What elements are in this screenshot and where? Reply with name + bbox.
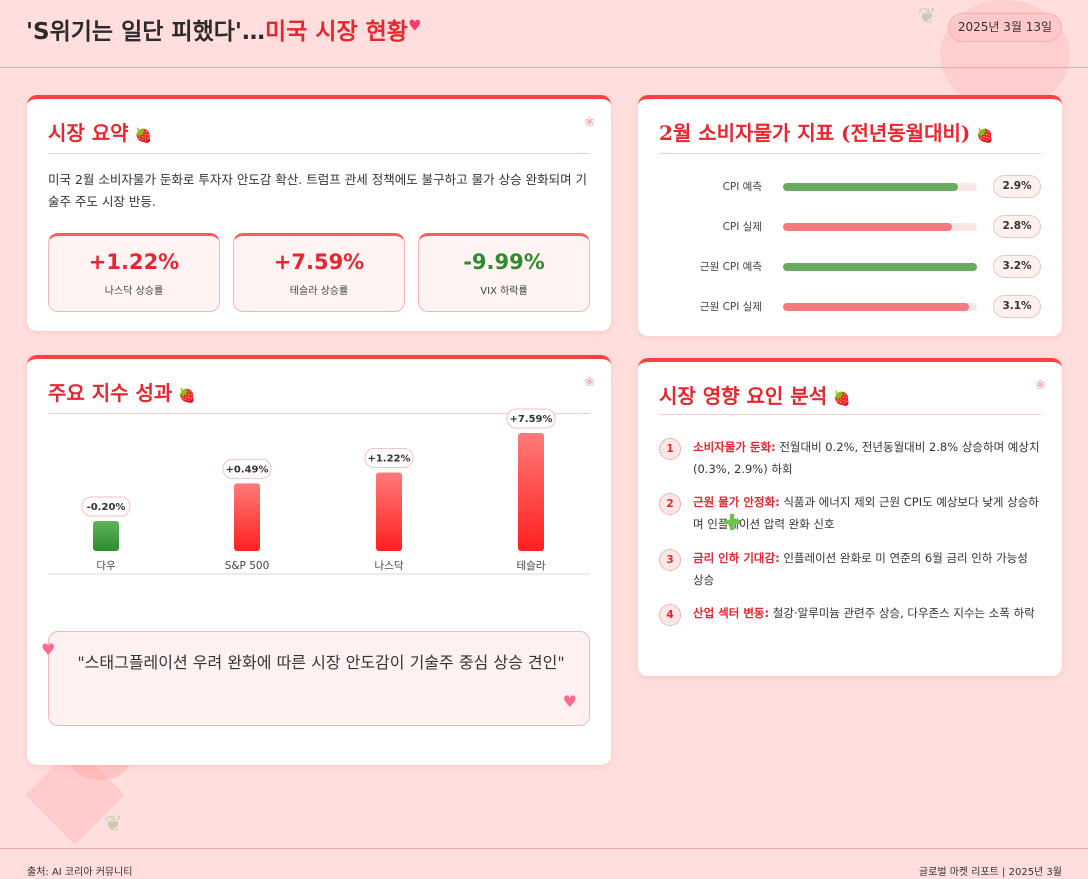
cpi-row: 근원 CPI 실제 3.1% <box>638 295 1062 319</box>
cpi-value: 3.2% <box>993 255 1041 278</box>
factor-number: 4 <box>659 604 681 626</box>
cpi-label: 근원 CPI 실제 <box>699 301 762 313</box>
factor-text: 근원 물가 안정화: 식품과 에너지 제외 근원 CPI도 예상보다 낮게 상승… <box>693 495 1039 531</box>
cpi-bar-fill <box>783 183 958 191</box>
category-label: 나스닥 <box>375 560 404 572</box>
cpi-label: 근원 CPI 예측 <box>699 261 762 273</box>
stat-label: 나스닥 상승률 <box>104 286 164 297</box>
page-title: 'S위기는 일단 피했다'…미국 시장 현황♥ <box>26 12 421 46</box>
cpi-value: 2.8% <box>993 215 1041 238</box>
factor-text: 산업 섹터 변동: 철강·알루미늄 관련주 상승, 다우존스 지수는 소폭 하락 <box>693 606 1035 620</box>
heart-icon: ♥ <box>41 640 56 659</box>
divider <box>48 413 590 414</box>
petal-icon: ❀ <box>1035 378 1046 393</box>
petal-icon: ❀ <box>584 115 595 130</box>
index-performance-card: 주요 지수 성과 🍓 ❀ -0.20% 다우 +0.49% S&P 500 +1.22% 나… <box>27 355 611 765</box>
cpi-bar-fill <box>783 223 952 231</box>
stat-value: +7.59% <box>273 250 365 274</box>
cpi-bar-track <box>783 183 977 191</box>
heart-icon: ♥ <box>407 16 422 35</box>
cpi-bar-fill <box>783 263 977 271</box>
footer-report: 글로벌 마켓 리포트 | 2025년 3월 <box>918 867 1062 878</box>
strawberry-icon: 🍓 <box>976 128 994 144</box>
date-badge: 2025년 3월 13일 <box>948 13 1062 42</box>
divider <box>48 153 590 154</box>
petal-icon: ❀ <box>584 375 595 390</box>
factor-text: 금리 인하 기대감: 인플레이션 완화로 미 연준의 6월 금리 인하 가능성 … <box>693 551 1028 587</box>
stat-label: 테슬라 상승률 <box>289 286 349 297</box>
cpi-row: CPI 예측 2.9% <box>638 175 1062 199</box>
stat-box-nasdaq: +1.22% 나스닥 상승률 <box>48 233 220 312</box>
category-label: 다우 <box>96 560 116 572</box>
index-bar-chart: -0.20% 다우 +0.49% S&P 500 +1.22% 나스닥 +7.59% 테슬라 <box>48 408 590 575</box>
page-header: 'S위기는 일단 피했다'…미국 시장 현황♥ 2025년 3월 13일 <box>0 0 1088 68</box>
divider <box>659 153 1041 154</box>
factor-number: 1 <box>659 438 681 460</box>
data-label-pill <box>222 458 272 479</box>
factor-number: 2 <box>659 493 681 515</box>
data-label-pill <box>506 408 556 429</box>
card-title: 주요 지수 성과 🍓 <box>48 381 196 405</box>
strawberry-icon: 🍓 <box>134 128 153 144</box>
cpi-row: CPI 실제 2.8% <box>638 215 1062 239</box>
card-title: 시장 요약 🍓 <box>48 121 153 145</box>
quote-text: "스태그플레이션 우려 완화에 따른 시장 안도감이 기술주 중심 상승 견인" <box>77 653 565 672</box>
data-label-pill <box>364 447 414 468</box>
cpi-row: 근원 CPI 예측 3.2% <box>638 255 1062 279</box>
cpi-bar-fill <box>783 303 970 311</box>
stat-label: VIX 하락률 <box>480 286 528 297</box>
cpi-value: 2.9% <box>993 175 1041 198</box>
chart-bar <box>376 472 402 551</box>
chart-bar <box>93 521 119 551</box>
card-title: 시장 영향 요인 분석 🍓 <box>659 384 851 408</box>
factor-text: 소비자물가 둔화: 전월대비 0.2%, 전년동월대비 2.8% 상승하며 예상… <box>693 440 1040 476</box>
cpi-label: CPI 실제 <box>722 221 762 233</box>
stat-value: -9.99% <box>463 250 545 274</box>
stat-box-vix: -9.99% VIX 하락률 <box>418 233 590 312</box>
cpi-value: 3.1% <box>993 295 1041 318</box>
chart-bar <box>234 483 260 551</box>
market-summary-card: 시장 요약 🍓 ❀ 미국 2월 소비자물가 둔화로 투자자 안도감 확산. 트럼프… <box>27 95 611 331</box>
factor-number: 3 <box>659 549 681 571</box>
market-factors-card: 시장 영향 요인 분석 🍓 ❀ 1 소비자물가 둔화: 전월대비 0.2%, 전년… <box>638 358 1062 676</box>
chart-bar <box>518 433 544 551</box>
cpi-label: CPI 예측 <box>722 181 762 193</box>
page-footer: 출처: AI 코리아 커뮤니티 글로벌 마켓 리포트 | 2025년 3월 <box>0 848 1088 879</box>
data-label: +0.49% <box>225 464 268 475</box>
category-label: 테슬라 <box>517 560 546 572</box>
data-label: -0.20% <box>87 502 126 513</box>
heart-icon: ♥ <box>562 692 577 711</box>
stat-value: +1.22% <box>88 250 180 274</box>
stat-box-tesla: +7.59% 테슬라 상승률 <box>233 233 405 312</box>
summary-text: 미국 2월 소비자물가 둔화로 투자자 안도감 확산. 트럼프 관세 정책에도 … <box>48 172 588 209</box>
cpi-bar-track <box>783 223 977 231</box>
divider <box>659 414 1041 415</box>
cpi-bar-track <box>783 303 977 311</box>
footer-source: 출처: AI 코리아 커뮤니티 <box>27 867 133 878</box>
data-label: +7.59% <box>509 414 552 425</box>
move-cursor-icon: ✚ <box>723 511 742 536</box>
title-main: 'S위기는 일단 피했다'… <box>26 19 265 45</box>
strawberry-icon: 🍓 <box>178 388 196 404</box>
data-label-pill <box>81 496 131 517</box>
cpi-card: 2월 소비자물가 지표 (전년동월대비) 🍓 CPI 예측 2.9% CPI 실제… <box>638 95 1062 336</box>
title-accent: 미국 시장 현황 <box>264 18 408 45</box>
quote-box: ♥ "스태그플레이션 우려 완화에 따른 시장 안도감이 기술주 중심 상승 견… <box>41 631 590 726</box>
leaf-icon: ❦ <box>104 812 123 837</box>
category-label: S&P 500 <box>225 560 270 572</box>
cpi-bar-track <box>783 263 977 271</box>
strawberry-icon: 🍓 <box>833 391 851 407</box>
card-title: 2월 소비자물가 지표 (전년동월대비) 🍓 <box>659 121 994 145</box>
data-label: +1.22% <box>367 453 410 464</box>
